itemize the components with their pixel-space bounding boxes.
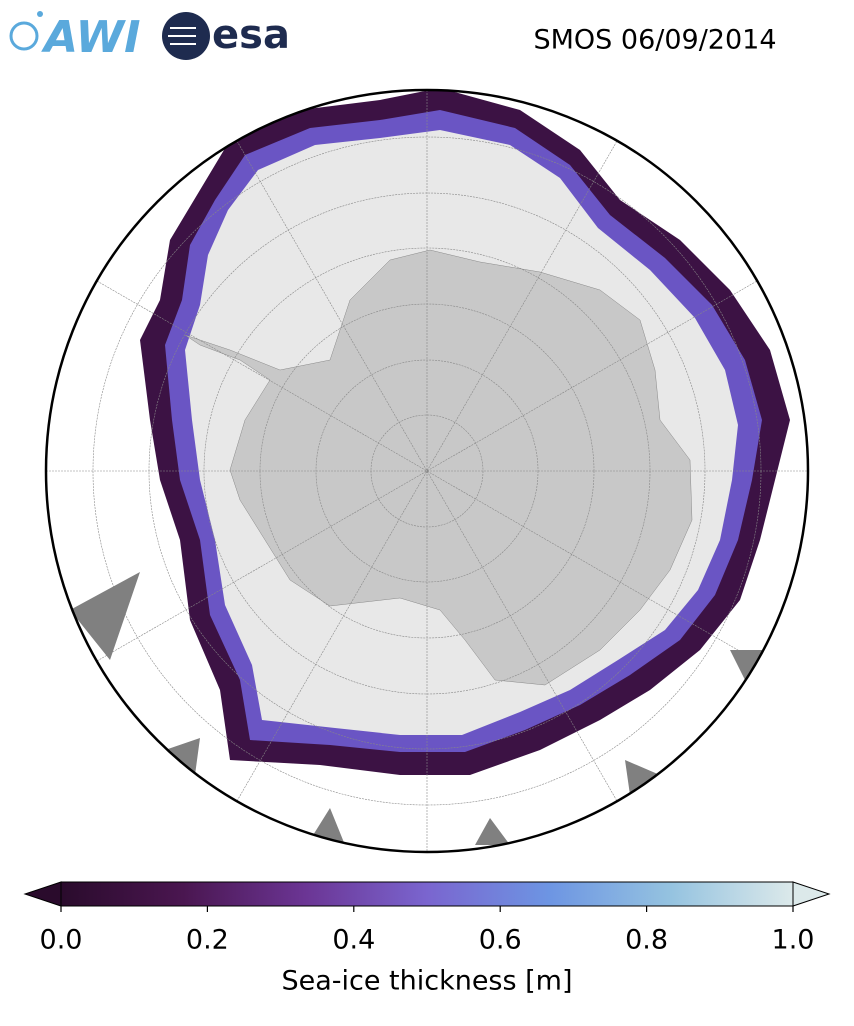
map-boundary bbox=[44, 88, 810, 854]
colorbar-extend-low bbox=[23, 881, 62, 907]
colorbar-tick-label: 0.8 bbox=[625, 925, 668, 956]
awi-logo: AWI bbox=[9, 11, 141, 63]
esa-text: esa bbox=[212, 12, 290, 58]
graticule bbox=[46, 90, 808, 852]
map-title: SMOS 06/09/2014 bbox=[533, 25, 776, 56]
colorbar-ramp bbox=[60, 881, 794, 907]
colorbar-tick-label: 1.0 bbox=[772, 925, 815, 956]
colorbar-extend-high bbox=[792, 881, 831, 907]
colorbar: 0.0 0.2 0.4 0.6 0.8 1.0 bbox=[23, 881, 831, 956]
colorbar-label: Sea-ice thickness [m] bbox=[281, 966, 572, 997]
awi-text: AWI bbox=[41, 12, 141, 63]
map bbox=[46, 90, 808, 852]
colorbar-tick-label: 0.0 bbox=[40, 925, 83, 956]
colorbar-tick-label: 0.2 bbox=[186, 925, 229, 956]
esa-logo: esa bbox=[162, 12, 290, 60]
colorbar-tick-label: 0.6 bbox=[479, 925, 522, 956]
colorbar-tick-label: 0.4 bbox=[332, 925, 375, 956]
antarctica bbox=[184, 249, 693, 686]
